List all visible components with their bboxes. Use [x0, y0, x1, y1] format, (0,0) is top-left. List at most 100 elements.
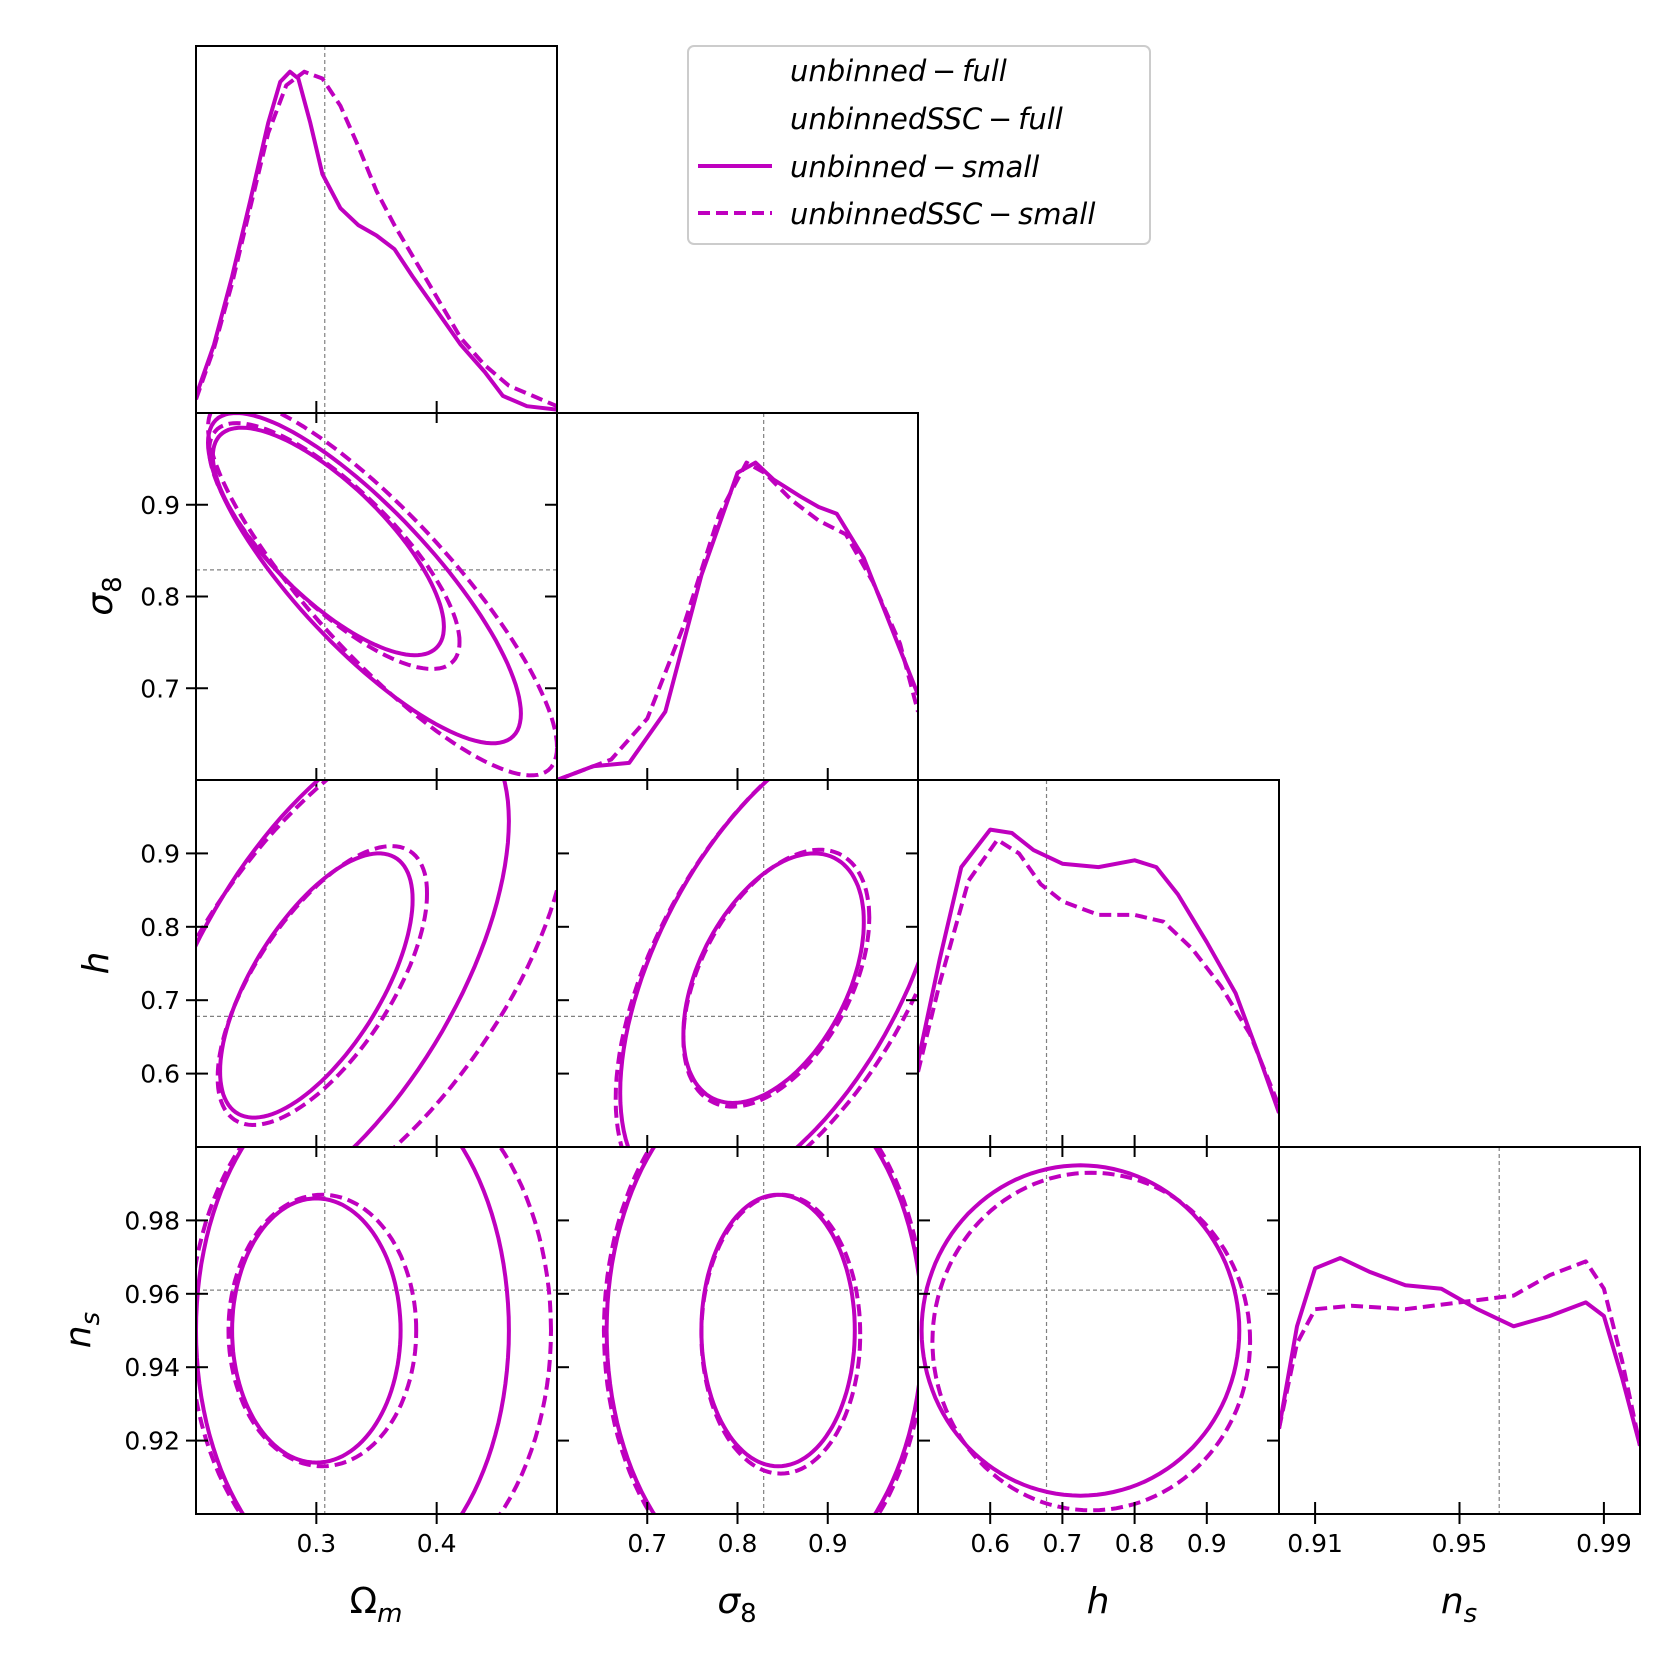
x-tick-label: 0.6	[970, 1529, 1010, 1558]
y-tick-label: 0.7	[140, 674, 180, 703]
y-tick-label: 0.94	[124, 1353, 180, 1382]
x-tick-label: 0.91	[1287, 1529, 1343, 1558]
panel-frame	[556, 412, 919, 781]
panel-omega-m-sigma-8: 0.7 0.8 0.9	[140, 412, 558, 790]
panel-n-s-n-s: 0.91 0.95 0.99	[1278, 1146, 1641, 1558]
y-axis-title-n-s: ns	[58, 1312, 106, 1348]
contour-solid-68	[699, 1192, 857, 1469]
contour-dashed-95	[601, 1147, 918, 1514]
x-tick-label: 0.8	[718, 1529, 758, 1558]
x-tick-label: 0.95	[1432, 1529, 1488, 1558]
contour-solid-95	[618, 780, 918, 1147]
legend-label: unbinned − small	[790, 150, 1039, 184]
contour-solid-95	[604, 1147, 918, 1514]
y-tick-label: 0.98	[124, 1206, 180, 1235]
contour-dashed-68	[215, 844, 430, 1128]
marginal-dashed-curve	[918, 837, 1279, 1107]
legend-entry-unbinnedssc-small: unbinnedSSC − small	[698, 197, 1095, 231]
panel-content	[1279, 1147, 1640, 1514]
panel-content	[196, 780, 557, 1147]
contour-solid-95	[196, 780, 511, 1147]
contour-solid-68	[919, 1163, 1242, 1498]
contour-solid-68	[681, 851, 866, 1106]
legend-entry-unbinned-small: unbinned − small	[698, 150, 1039, 184]
panel-omega-m-n-s: 0.3 0.4 0.92 0.94 0.96 0.98	[124, 1146, 558, 1558]
contour-dashed-95	[205, 413, 557, 778]
panel-frame	[195, 45, 558, 414]
marginal-solid-curve	[918, 827, 1279, 1114]
x-tick-label: 0.7	[627, 1529, 667, 1558]
x-axis-title-n-s: ns	[1441, 1581, 1477, 1629]
x-axis-title-omega-m: Ωm	[350, 1581, 403, 1629]
x-axis-title-h: h	[1087, 1581, 1110, 1622]
legend-entry-unbinnedssc-full: unbinnedSSC − full	[790, 102, 1063, 136]
x-axis-title-sigma-8: σ8	[717, 1581, 756, 1629]
panel-frame	[195, 412, 558, 781]
marginal-dashed-curve	[557, 460, 918, 780]
panel-content	[557, 1147, 918, 1514]
legend-entry-unbinned-full: unbinned − full	[790, 54, 1007, 88]
y-tick-label: 0.9	[140, 491, 180, 520]
x-tick-label: 0.9	[808, 1529, 848, 1558]
panel-omega-m-omega-m	[195, 45, 558, 423]
marginal-dashed-curve	[196, 69, 557, 409]
contour-solid-68	[218, 851, 415, 1120]
contour-dashed-95	[613, 780, 918, 1147]
marginal-solid-curve	[196, 69, 557, 412]
x-tick-label: 0.4	[417, 1529, 457, 1558]
panel-content	[918, 1147, 1279, 1514]
panel-frame	[917, 1146, 1280, 1515]
panel-content	[918, 780, 1279, 1147]
panel-content	[557, 413, 918, 780]
contour-dashed-68	[699, 1192, 863, 1476]
panel-sigma-8-n-s: 0.7 0.8 0.9	[556, 1146, 919, 1558]
panel-frame	[195, 1146, 558, 1515]
contour-dashed-68	[226, 1192, 419, 1469]
panel-content	[196, 1147, 557, 1514]
legend-frame	[687, 45, 1151, 245]
x-tick-label: 0.99	[1576, 1529, 1632, 1558]
y-tick-label: 0.92	[124, 1427, 180, 1456]
x-tick-label: 0.8	[1115, 1529, 1155, 1558]
contour-solid-68	[230, 1196, 403, 1465]
legend-label: unbinnedSSC − full	[790, 102, 1063, 136]
panel-frame	[1278, 1146, 1641, 1515]
panel-frame	[556, 1146, 919, 1515]
axis-titles: Ωm σ8 h ns σ8 h ns	[58, 576, 1477, 1629]
x-tick-label: 0.7	[1043, 1529, 1083, 1558]
contour-dashed-68	[930, 1170, 1253, 1513]
legend-label: unbinnedSSC − small	[790, 197, 1095, 231]
y-tick-label: 0.8	[140, 913, 180, 942]
panel-omega-m-h: 0.6 0.7 0.8 0.9	[140, 779, 558, 1157]
marginal-dashed-curve	[1279, 1259, 1640, 1447]
panels: 0.70.80.90.60.70.80.90.3 0.40.920.940.960…	[124, 45, 1641, 1558]
panel-content	[196, 413, 557, 780]
marginal-solid-curve	[557, 460, 918, 780]
panel-frame	[195, 779, 558, 1148]
panel-content	[557, 780, 918, 1147]
panel-sigma-8-sigma-8	[556, 412, 919, 790]
y-tick-label: 0.9	[140, 839, 180, 868]
legend-label: unbinned − full	[790, 54, 1007, 88]
panel-sigma-8-h	[556, 779, 919, 1157]
y-axis-title-h: h	[76, 952, 117, 975]
y-tick-label: 0.96	[124, 1280, 180, 1309]
contour-solid-95	[205, 413, 523, 746]
x-tick-label: 0.3	[296, 1529, 336, 1558]
contour-dashed-95	[196, 780, 557, 1147]
legend: unbinned − full unbinnedSSC − full unbin…	[687, 45, 1151, 245]
marginal-solid-curve	[1279, 1256, 1640, 1447]
y-tick-label: 0.8	[140, 583, 180, 612]
contour-dashed-95	[196, 1147, 554, 1514]
contour-solid-95	[196, 1147, 511, 1514]
contour-dashed-68	[681, 847, 872, 1109]
y-axis-title-sigma-8: σ8	[80, 576, 128, 615]
panel-h-h	[917, 779, 1280, 1157]
x-tick-label: 0.9	[1187, 1529, 1227, 1558]
panel-h-n-s: 0.6 0.7 0.8 0.9	[917, 1146, 1280, 1558]
panel-frame	[917, 779, 1280, 1148]
y-tick-label: 0.6	[140, 1060, 180, 1089]
panel-frame	[556, 779, 919, 1148]
y-tick-label: 0.7	[140, 986, 180, 1015]
